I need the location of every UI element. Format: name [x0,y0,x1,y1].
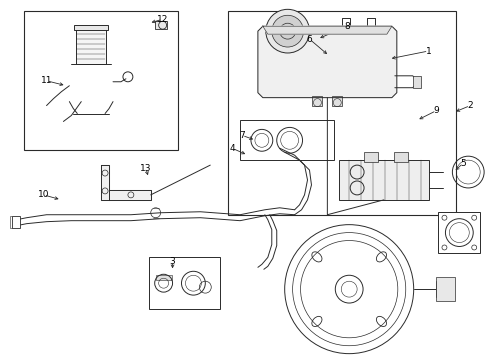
Text: 13: 13 [140,163,151,172]
Text: 9: 9 [433,106,439,115]
Polygon shape [101,165,109,200]
Text: 10: 10 [38,190,49,199]
Bar [339,160,427,200]
Polygon shape [263,26,391,34]
Polygon shape [257,26,396,98]
Text: 1: 1 [425,46,430,55]
Bar [148,257,220,309]
Bar [312,96,322,105]
Text: 6: 6 [306,35,312,44]
Text: 4: 4 [229,144,234,153]
Text: 5: 5 [460,159,465,168]
Polygon shape [109,190,150,200]
Bar [435,277,454,301]
Bar [412,76,420,88]
Bar [228,11,455,215]
Text: 12: 12 [157,15,168,24]
Text: 2: 2 [467,101,472,110]
Circle shape [265,9,309,53]
Bar [12,216,20,228]
Text: 7: 7 [239,131,244,140]
Bar [393,152,407,162]
Bar [24,11,177,150]
Bar [154,21,166,29]
Text: 8: 8 [344,22,349,31]
Bar [438,212,479,253]
Text: 3: 3 [169,257,175,266]
Bar [155,275,171,280]
Bar [240,121,334,160]
Bar [74,25,108,30]
Circle shape [271,15,303,47]
Bar [76,29,106,64]
Text: 11: 11 [41,76,52,85]
Bar [332,96,342,105]
Bar [364,152,377,162]
